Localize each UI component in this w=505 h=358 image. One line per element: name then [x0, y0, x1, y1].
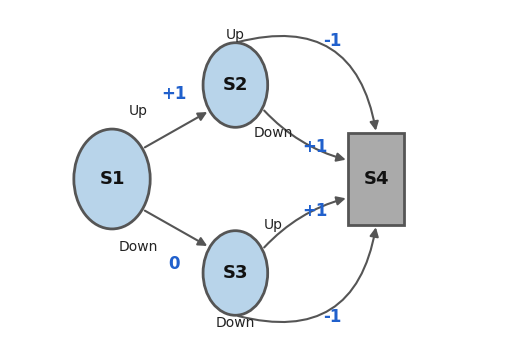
Ellipse shape	[74, 129, 150, 229]
Text: S2: S2	[222, 76, 247, 94]
FancyArrowPatch shape	[144, 113, 205, 147]
Text: S1: S1	[99, 170, 125, 188]
Text: Down: Down	[254, 126, 293, 140]
Text: Up: Up	[225, 28, 244, 42]
Text: +1: +1	[161, 85, 186, 103]
FancyArrowPatch shape	[264, 197, 343, 247]
Text: S4: S4	[363, 170, 388, 188]
Ellipse shape	[203, 43, 267, 127]
FancyArrowPatch shape	[264, 111, 343, 161]
Text: -1: -1	[323, 308, 341, 326]
Text: +1: +1	[301, 202, 327, 220]
Text: Down: Down	[119, 240, 158, 253]
Text: Up: Up	[264, 218, 282, 232]
Ellipse shape	[203, 231, 267, 315]
Text: S3: S3	[222, 264, 247, 282]
FancyArrowPatch shape	[237, 229, 377, 322]
FancyArrowPatch shape	[237, 36, 377, 129]
Text: 0: 0	[168, 255, 179, 273]
Text: Down: Down	[215, 316, 255, 330]
Text: Up: Up	[129, 105, 147, 118]
FancyArrowPatch shape	[144, 211, 205, 245]
FancyBboxPatch shape	[348, 134, 403, 224]
Text: -1: -1	[323, 32, 341, 50]
Text: +1: +1	[301, 138, 327, 156]
